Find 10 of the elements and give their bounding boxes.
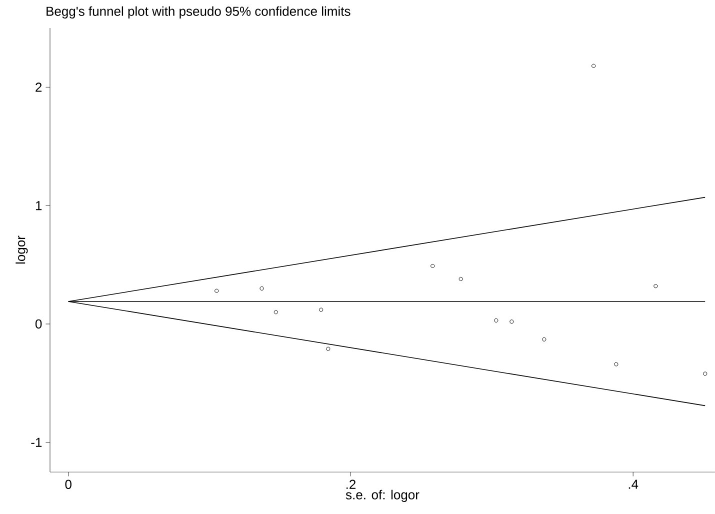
chart-title: Begg's funnel plot with pseudo 95% confidence limits xyxy=(46,6,350,18)
y-tick-label: 1 xyxy=(36,201,42,210)
x-tick-label: .4 xyxy=(628,480,638,489)
y-axis-title: logor xyxy=(16,236,28,264)
x-tick-label: .2 xyxy=(346,480,356,489)
x-tick-label: 0 xyxy=(65,480,72,489)
y-tick-label: 2 xyxy=(36,82,42,92)
y-tick-label: -1 xyxy=(31,438,42,447)
y-tick-label: 0 xyxy=(35,319,42,329)
x-axis-title: s.e. of: logor xyxy=(346,490,420,502)
